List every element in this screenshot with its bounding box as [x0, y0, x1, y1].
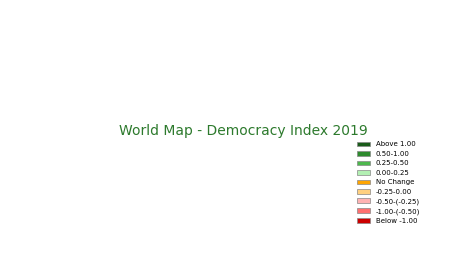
Legend: Above 1.00, 0.50-1.00, 0.25-0.50, 0.00-0.25, No Change, -0.25-0.00, -0.50-(-0.25: Above 1.00, 0.50-1.00, 0.25-0.50, 0.00-0… [354, 139, 423, 227]
Text: World Map - Democracy Index 2019: World Map - Democracy Index 2019 [118, 125, 367, 139]
